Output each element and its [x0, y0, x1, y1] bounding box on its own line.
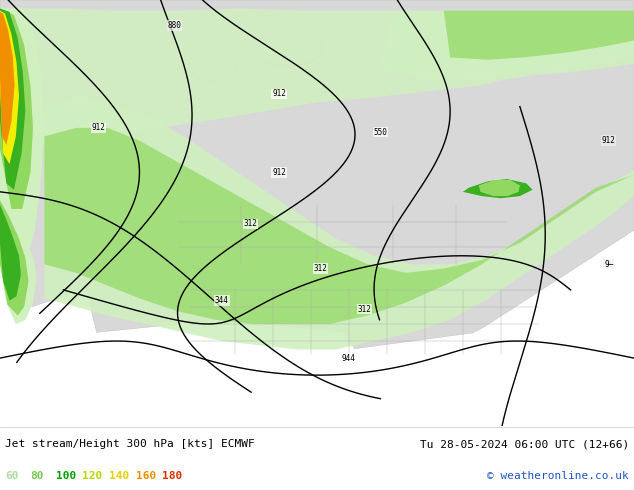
- Text: 80: 80: [30, 471, 44, 481]
- Polygon shape: [0, 200, 29, 316]
- Polygon shape: [243, 34, 323, 66]
- Polygon shape: [0, 8, 25, 190]
- Text: 880: 880: [167, 21, 181, 30]
- Text: 312: 312: [313, 264, 327, 273]
- Text: 344: 344: [215, 296, 229, 305]
- Text: 160: 160: [136, 471, 156, 481]
- Polygon shape: [191, 60, 238, 80]
- Polygon shape: [444, 11, 634, 60]
- Polygon shape: [380, 11, 634, 79]
- Text: 100: 100: [56, 471, 76, 481]
- Polygon shape: [0, 8, 33, 209]
- Text: 312: 312: [358, 305, 372, 314]
- Text: 912: 912: [602, 136, 616, 145]
- Polygon shape: [0, 192, 37, 324]
- Polygon shape: [479, 180, 520, 196]
- Polygon shape: [212, 17, 241, 28]
- Polygon shape: [44, 98, 634, 349]
- Polygon shape: [0, 205, 21, 300]
- Text: 912: 912: [272, 168, 286, 177]
- Text: 912: 912: [272, 89, 286, 98]
- Text: 180: 180: [162, 471, 183, 481]
- Text: 944: 944: [342, 354, 356, 363]
- Text: Tu 28-05-2024 06:00 UTC (12+66): Tu 28-05-2024 06:00 UTC (12+66): [420, 439, 629, 449]
- Polygon shape: [0, 12, 15, 145]
- Polygon shape: [0, 11, 19, 164]
- Text: 140: 140: [109, 471, 129, 481]
- Text: Jet stream/Height 300 hPa [kts] ECMWF: Jet stream/Height 300 hPa [kts] ECMWF: [5, 439, 255, 449]
- Polygon shape: [0, 8, 634, 153]
- Text: © weatheronline.co.uk: © weatheronline.co.uk: [487, 471, 629, 481]
- Polygon shape: [44, 128, 634, 324]
- Text: 120: 120: [82, 471, 103, 481]
- Polygon shape: [0, 0, 634, 349]
- Polygon shape: [0, 8, 44, 264]
- Text: 550: 550: [373, 128, 387, 137]
- Polygon shape: [463, 179, 533, 198]
- Text: 9—: 9—: [604, 260, 613, 269]
- Text: 312: 312: [243, 220, 257, 228]
- Text: 912: 912: [91, 123, 105, 132]
- Text: 60: 60: [5, 471, 18, 481]
